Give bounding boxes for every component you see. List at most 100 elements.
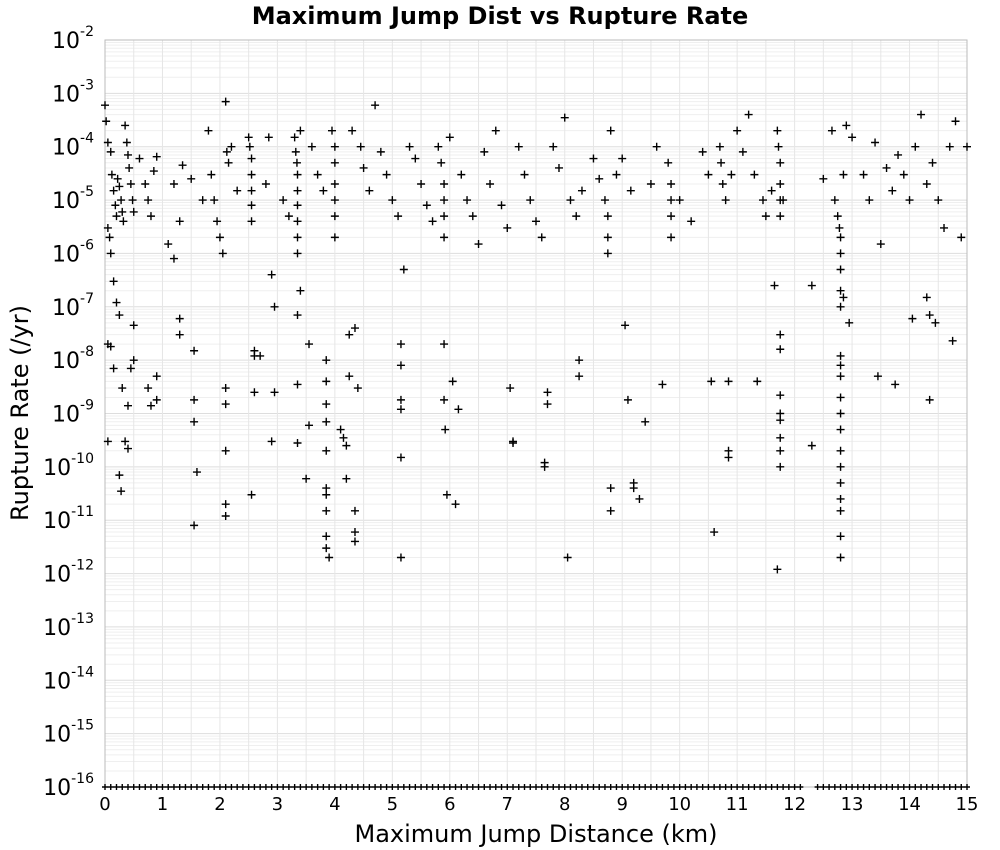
data-point <box>865 196 874 205</box>
data-point <box>396 395 405 404</box>
data-point <box>442 490 451 499</box>
data-point <box>115 182 124 191</box>
floor-data-point <box>176 784 183 790</box>
floor-data-point <box>487 784 494 790</box>
floor-data-point <box>406 784 413 790</box>
y-tick-label: 10-15 <box>43 718 94 748</box>
floor-data-point <box>130 784 137 790</box>
y-tick-label: 10-12 <box>43 558 94 588</box>
data-point <box>836 249 845 258</box>
data-point <box>687 217 696 226</box>
data-point <box>618 154 627 163</box>
floor-data-point <box>308 784 315 790</box>
floor-data-point <box>147 784 154 790</box>
data-point <box>667 233 676 242</box>
data-point <box>152 395 161 404</box>
data-point <box>848 133 857 142</box>
data-point <box>540 458 549 467</box>
data-point <box>606 126 615 135</box>
data-point <box>750 170 759 179</box>
floor-data-point <box>211 784 218 790</box>
floor-data-point <box>613 784 620 790</box>
floor-data-point <box>555 784 562 790</box>
data-point <box>396 405 405 414</box>
data-point <box>247 201 256 210</box>
floor-data-point <box>636 784 643 790</box>
data-point <box>396 553 405 562</box>
data-point <box>577 186 586 195</box>
data-point <box>727 170 736 179</box>
floor-data-point <box>389 784 396 790</box>
floor-data-point <box>688 784 695 790</box>
floor-data-point <box>642 784 649 790</box>
floor-data-point <box>768 784 775 790</box>
floor-data-point <box>395 784 402 790</box>
data-point <box>210 196 219 205</box>
floor-data-point <box>107 784 114 790</box>
floor-data-point <box>682 784 689 790</box>
data-point <box>118 207 127 216</box>
data-point <box>440 340 449 349</box>
data-point <box>836 425 845 434</box>
floor-data-point <box>159 784 166 790</box>
data-point <box>776 180 785 189</box>
data-point <box>753 377 762 386</box>
data-point <box>710 528 719 537</box>
data-point <box>247 170 256 179</box>
data-point <box>121 437 130 446</box>
data-point <box>667 180 676 189</box>
floor-data-point <box>435 784 442 790</box>
floor-data-point <box>142 784 149 790</box>
data-point <box>107 170 116 179</box>
data-point <box>376 147 385 156</box>
data-point <box>267 270 276 279</box>
floor-data-point <box>584 784 591 790</box>
data-point <box>882 163 891 172</box>
data-point <box>198 196 207 205</box>
data-point <box>221 500 230 509</box>
data-point <box>119 217 128 226</box>
data-point <box>922 293 931 302</box>
data-point <box>115 311 124 320</box>
data-point <box>115 471 124 480</box>
data-point <box>836 302 845 311</box>
data-point <box>514 142 523 151</box>
data-point <box>247 154 256 163</box>
floor-data-point <box>274 784 281 790</box>
data-point <box>264 133 273 142</box>
data-point <box>629 484 638 493</box>
data-point <box>454 405 463 414</box>
data-point <box>776 158 785 167</box>
data-point <box>190 395 199 404</box>
data-point <box>394 212 403 221</box>
data-point <box>129 356 138 365</box>
y-axis-ticks: 10-2 10-3 10-4 10-5 10-6 10-7 10-8 10-9 10-10 10-… <box>43 24 94 801</box>
y-tick-label: 10-3 <box>52 77 94 107</box>
data-point <box>704 170 713 179</box>
data-point <box>744 110 753 119</box>
data-point <box>776 345 785 354</box>
data-point <box>774 142 783 151</box>
data-point <box>839 293 848 302</box>
data-point <box>623 395 632 404</box>
floor-data-point <box>280 784 287 790</box>
floor-data-point <box>182 784 189 790</box>
floor-data-point <box>837 784 844 790</box>
data-point <box>348 126 357 135</box>
floor-data-point <box>826 784 833 790</box>
data-point <box>261 180 270 189</box>
data-point <box>945 142 954 151</box>
data-point <box>227 142 236 151</box>
data-point <box>221 97 230 106</box>
floor-data-point <box>929 784 936 790</box>
floor-data-point <box>441 784 448 790</box>
data-point <box>474 240 483 249</box>
data-point <box>118 384 127 393</box>
data-point <box>305 340 314 349</box>
data-point <box>836 265 845 274</box>
floor-data-point <box>251 784 258 790</box>
floor-data-point <box>774 784 781 790</box>
data-point <box>175 217 184 226</box>
floor-data-point <box>831 784 838 790</box>
data-point <box>776 462 785 471</box>
